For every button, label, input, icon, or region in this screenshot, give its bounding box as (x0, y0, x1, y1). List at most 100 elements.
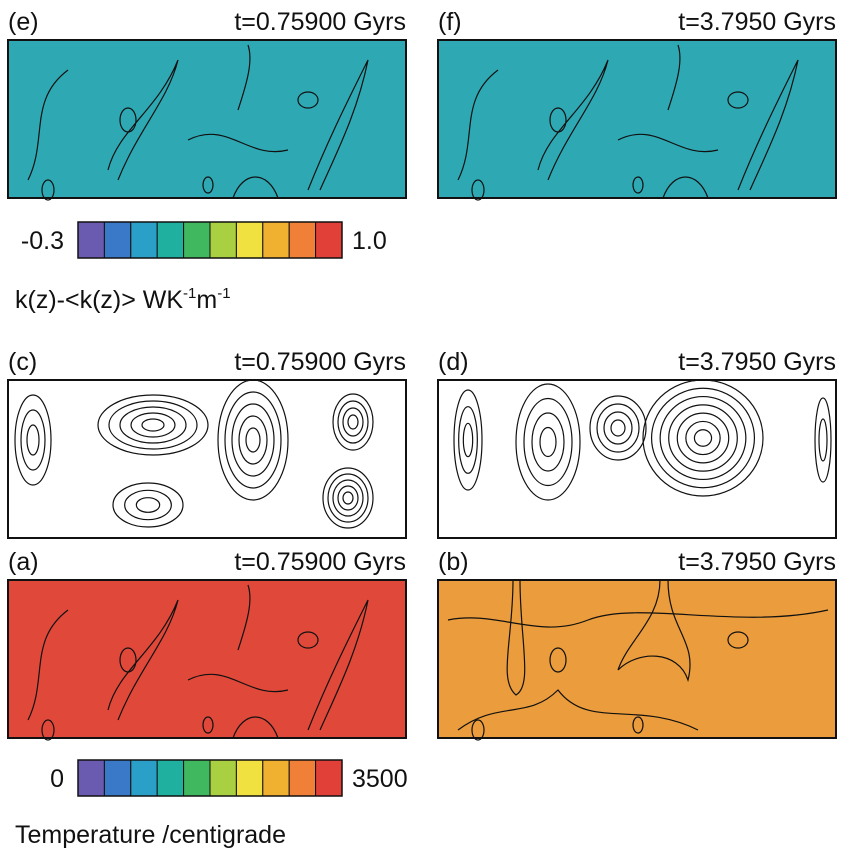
colorbar-cell (77, 759, 105, 797)
contour (347, 414, 359, 430)
colorbar-cell (156, 221, 185, 259)
panel-field (438, 40, 836, 198)
contour (457, 689, 699, 731)
contour (471, 179, 485, 201)
contour (667, 44, 681, 111)
colorbar-cell (262, 759, 290, 797)
contour (237, 44, 251, 111)
contour (737, 59, 799, 191)
contour (135, 497, 161, 513)
contour (14, 394, 52, 486)
contour (515, 383, 581, 501)
colorbar-cell (315, 759, 343, 797)
contour (332, 393, 374, 451)
contour (662, 176, 709, 199)
panel-frame (437, 39, 837, 199)
contour (141, 418, 165, 432)
colorbar-cell (103, 221, 132, 259)
contour (453, 389, 483, 491)
panel (437, 579, 837, 741)
contour (237, 584, 251, 651)
colorbar-cell (156, 759, 185, 797)
contour (549, 647, 567, 673)
contour (297, 91, 319, 109)
contour (187, 673, 289, 693)
contour (506, 579, 526, 696)
colorbar-cell (209, 221, 237, 259)
contour (337, 485, 359, 511)
colorbar-cell (288, 221, 317, 259)
contour (41, 719, 55, 741)
panel-time: t=3.7950 Gyrs (678, 8, 836, 36)
contour (297, 631, 319, 649)
contour (650, 387, 756, 489)
colorbar-cell (130, 759, 158, 797)
contour (187, 133, 289, 153)
contour (107, 599, 179, 721)
contour (307, 599, 369, 731)
contour (676, 412, 730, 464)
contour (818, 418, 828, 462)
colorbar-cell (130, 221, 158, 259)
colorbar-cell (209, 759, 237, 797)
panel (7, 379, 407, 539)
contour (119, 406, 187, 444)
contour (108, 400, 198, 450)
contour (224, 391, 282, 489)
colorbar-max: 1.0 (352, 227, 387, 255)
panel-time: t=3.7950 Gyrs (678, 548, 836, 576)
contour (107, 59, 179, 181)
panel (437, 39, 837, 201)
panel-frame (437, 579, 837, 739)
contour (659, 395, 747, 481)
colorbar-cell (315, 221, 343, 259)
panel-time: t=0.75900 Gyrs (234, 548, 406, 576)
contour (668, 404, 738, 472)
contour (307, 59, 369, 191)
contour (693, 429, 713, 447)
contour (231, 403, 275, 477)
contour (119, 647, 137, 673)
contour (112, 482, 184, 528)
contour (814, 397, 832, 483)
contour (202, 716, 214, 734)
panel-time: t=0.75900 Gyrs (234, 8, 406, 36)
panel-label: (b) (438, 548, 469, 576)
contour (457, 69, 499, 181)
colorbar-cell (235, 221, 264, 259)
panel-field (8, 40, 406, 198)
colorbar-frame (77, 221, 343, 259)
contour (617, 133, 719, 153)
panel-time: t=3.7950 Gyrs (678, 348, 836, 376)
colorbar-cell (262, 221, 290, 259)
contour (603, 411, 633, 445)
contour (727, 91, 749, 109)
colorbar-cell (183, 759, 211, 797)
contour (27, 609, 69, 721)
panel (7, 39, 407, 201)
contour (238, 415, 268, 465)
contour (232, 716, 279, 739)
temperature-label: Temperature /centigrade (15, 821, 286, 849)
colorbar-min: 0 (50, 765, 64, 793)
panel-frame (7, 579, 407, 739)
contour (342, 491, 354, 505)
contour (632, 176, 644, 194)
panel-label: (c) (8, 348, 37, 376)
contour (589, 395, 647, 461)
contour (322, 467, 374, 529)
colorbar-frame (77, 759, 343, 797)
colorbar-min: -0.3 (21, 227, 64, 255)
contour (685, 420, 721, 456)
contour (539, 426, 557, 458)
panel-frame (7, 379, 407, 539)
contour (97, 394, 209, 456)
panel-field (438, 380, 836, 538)
panel-field (8, 580, 406, 738)
panel-field (8, 380, 406, 538)
colorbar-cell (103, 759, 132, 797)
contour (462, 422, 474, 458)
k-label: k(z)-<k(z)> WK-1m-1 (15, 285, 231, 314)
panel (7, 579, 407, 741)
